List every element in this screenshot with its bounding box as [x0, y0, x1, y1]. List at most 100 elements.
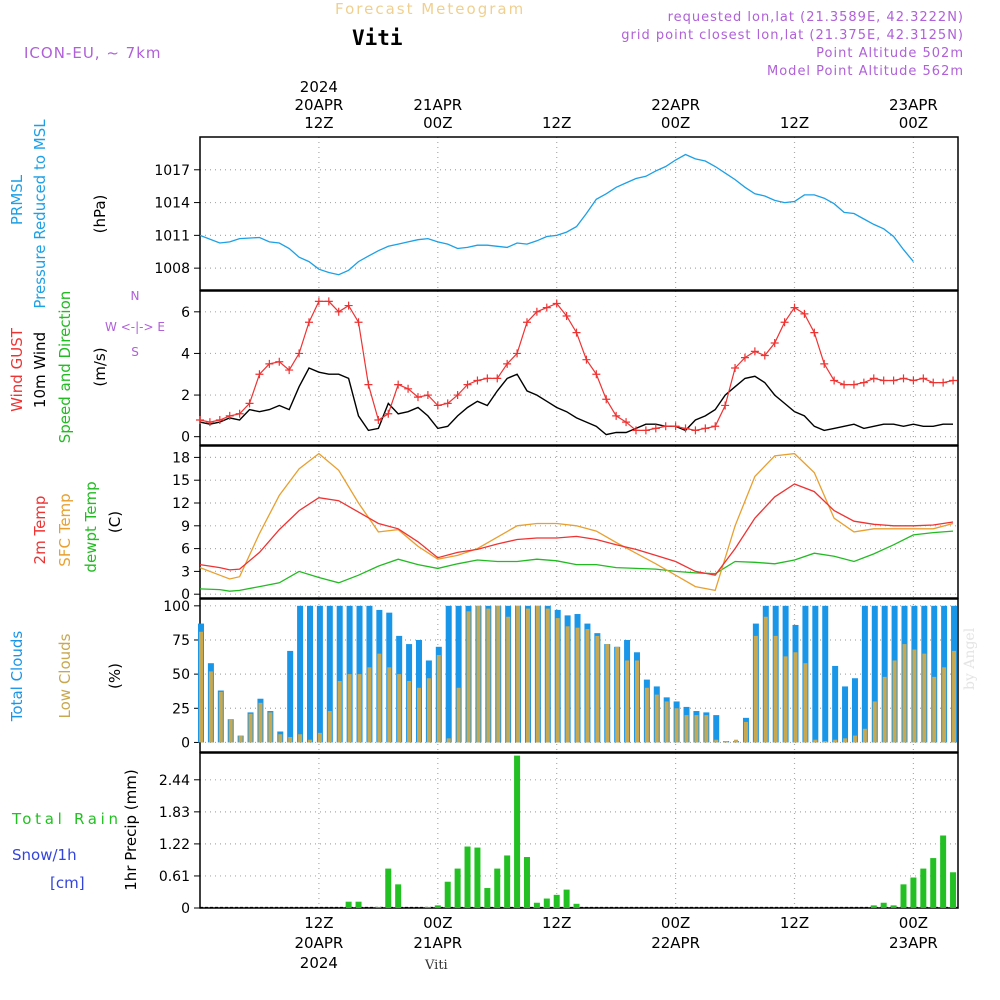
- gust-marker: [552, 299, 561, 308]
- gust-marker: [542, 303, 551, 312]
- temperature-line-2m-temp: [199, 483, 954, 576]
- low-cloud-bar: [208, 671, 213, 743]
- low-cloud-bar: [625, 660, 630, 743]
- low-cloud-bar: [644, 687, 649, 743]
- model-label: ICON-EU, ~ 7km: [24, 44, 162, 62]
- gust-marker: [404, 384, 413, 393]
- low-cloud-bar: [862, 728, 867, 743]
- precip-snow-label: Snow/1h: [12, 846, 77, 864]
- gust-marker: [889, 376, 898, 385]
- low-cloud-bar: [397, 674, 402, 743]
- station-name: Viti: [352, 26, 403, 50]
- gust-marker: [483, 374, 492, 383]
- pressure-ytick-label: 1008: [154, 261, 190, 277]
- low-cloud-bar: [902, 644, 907, 743]
- low-cloud-bar: [634, 660, 639, 743]
- pressure-ytick-label: 1017: [154, 163, 190, 179]
- top-time-label: 23APR: [889, 96, 938, 114]
- low-cloud-bar: [664, 701, 669, 743]
- wind-ytick-label: 0: [181, 430, 190, 446]
- gust-marker: [869, 374, 878, 383]
- low-cloud-bar: [535, 605, 540, 743]
- top-time-label: 00Z: [899, 114, 928, 132]
- top-time-label: 2024: [300, 78, 338, 96]
- clouds-ytick-label: 0: [181, 735, 190, 751]
- wind-line-10m-wind: [199, 367, 953, 436]
- low-cloud-bar: [307, 739, 312, 743]
- total-cloud-bar: [812, 605, 819, 743]
- pressure-line-series: [199, 153, 914, 276]
- low-cloud-bar: [199, 631, 203, 743]
- low-cloud-bar: [684, 715, 689, 743]
- bottom-time-label: 12Z: [780, 914, 809, 932]
- total-cloud-bar: [297, 605, 304, 743]
- low-cloud-bar: [327, 711, 332, 743]
- low-cloud-bar: [595, 635, 600, 743]
- low-cloud-bar: [823, 741, 828, 743]
- pressure-unit: (hPa): [91, 195, 109, 234]
- gust-marker: [929, 378, 938, 387]
- low-cloud-bar: [416, 687, 421, 743]
- low-cloud-bar: [258, 702, 263, 743]
- rain-bar: [474, 847, 481, 908]
- total-cloud-bar: [713, 715, 720, 743]
- low-cloud-bar: [436, 655, 441, 743]
- gust-marker: [295, 349, 304, 358]
- low-cloud-bar: [387, 667, 392, 743]
- gust-marker: [503, 359, 512, 368]
- low-cloud-bar: [892, 660, 897, 743]
- rain-bar: [484, 888, 491, 908]
- gust-marker: [513, 349, 522, 358]
- gust-marker: [740, 353, 749, 362]
- precip-axis-label: 1hr Precip (mm): [122, 769, 140, 890]
- rain-bar: [355, 901, 362, 908]
- low-cloud-bar: [724, 741, 729, 743]
- gust-marker: [245, 399, 254, 408]
- low-cloud-bar: [763, 616, 768, 743]
- wind-frame: [199, 290, 959, 446]
- precipitation-ytick-label: 2.44: [159, 773, 190, 789]
- gust-marker: [215, 416, 224, 425]
- low-cloud-bar: [753, 635, 758, 743]
- gust-marker: [334, 307, 343, 316]
- rain-bar: [385, 868, 392, 908]
- low-cloud-bar: [288, 736, 293, 743]
- gust-marker: [433, 401, 442, 410]
- gust-marker: [800, 309, 809, 318]
- low-cloud-bar: [813, 739, 818, 743]
- gust-marker: [721, 401, 730, 410]
- low-cloud-bar: [734, 739, 739, 743]
- pressure-ytick-label: 1011: [154, 228, 190, 244]
- low-cloud-bar: [654, 694, 659, 743]
- wind-ytick-label: 4: [181, 346, 190, 362]
- gust-marker: [909, 376, 918, 385]
- gust-marker: [612, 411, 621, 420]
- total-cloud-bar: [287, 650, 294, 743]
- rain-bar: [900, 884, 907, 908]
- pressure-ytick-label: 1014: [154, 196, 190, 212]
- wind-dir-key-n: N: [131, 289, 140, 303]
- total-cloud-bar: [851, 678, 858, 743]
- total-cloud-bar: [455, 605, 462, 743]
- low-cloud-bar: [555, 618, 560, 743]
- total-cloud-bar: [861, 605, 868, 743]
- low-cloud-bar: [942, 667, 947, 743]
- rain-bar: [950, 872, 957, 908]
- gust-marker: [344, 301, 353, 310]
- bottom-time-label: 12Z: [304, 914, 333, 932]
- temp-dewpt-ylabel: dewpt Temp: [82, 481, 100, 572]
- rain-bar: [940, 835, 947, 908]
- gust-marker: [304, 318, 313, 327]
- bottom-time-label: 12Z: [542, 914, 571, 932]
- gust-marker: [582, 355, 591, 364]
- temperature-ytick-label: 12: [172, 496, 190, 512]
- gust-marker: [364, 380, 373, 389]
- low-cloud-bar: [456, 687, 461, 743]
- low-cloud-bar: [843, 738, 848, 743]
- low-cloud-bar: [605, 644, 610, 743]
- rain-bar: [543, 898, 550, 908]
- low-cloud-bar: [218, 691, 223, 743]
- gust-marker: [840, 380, 849, 389]
- total-cloud-bar: [832, 665, 839, 743]
